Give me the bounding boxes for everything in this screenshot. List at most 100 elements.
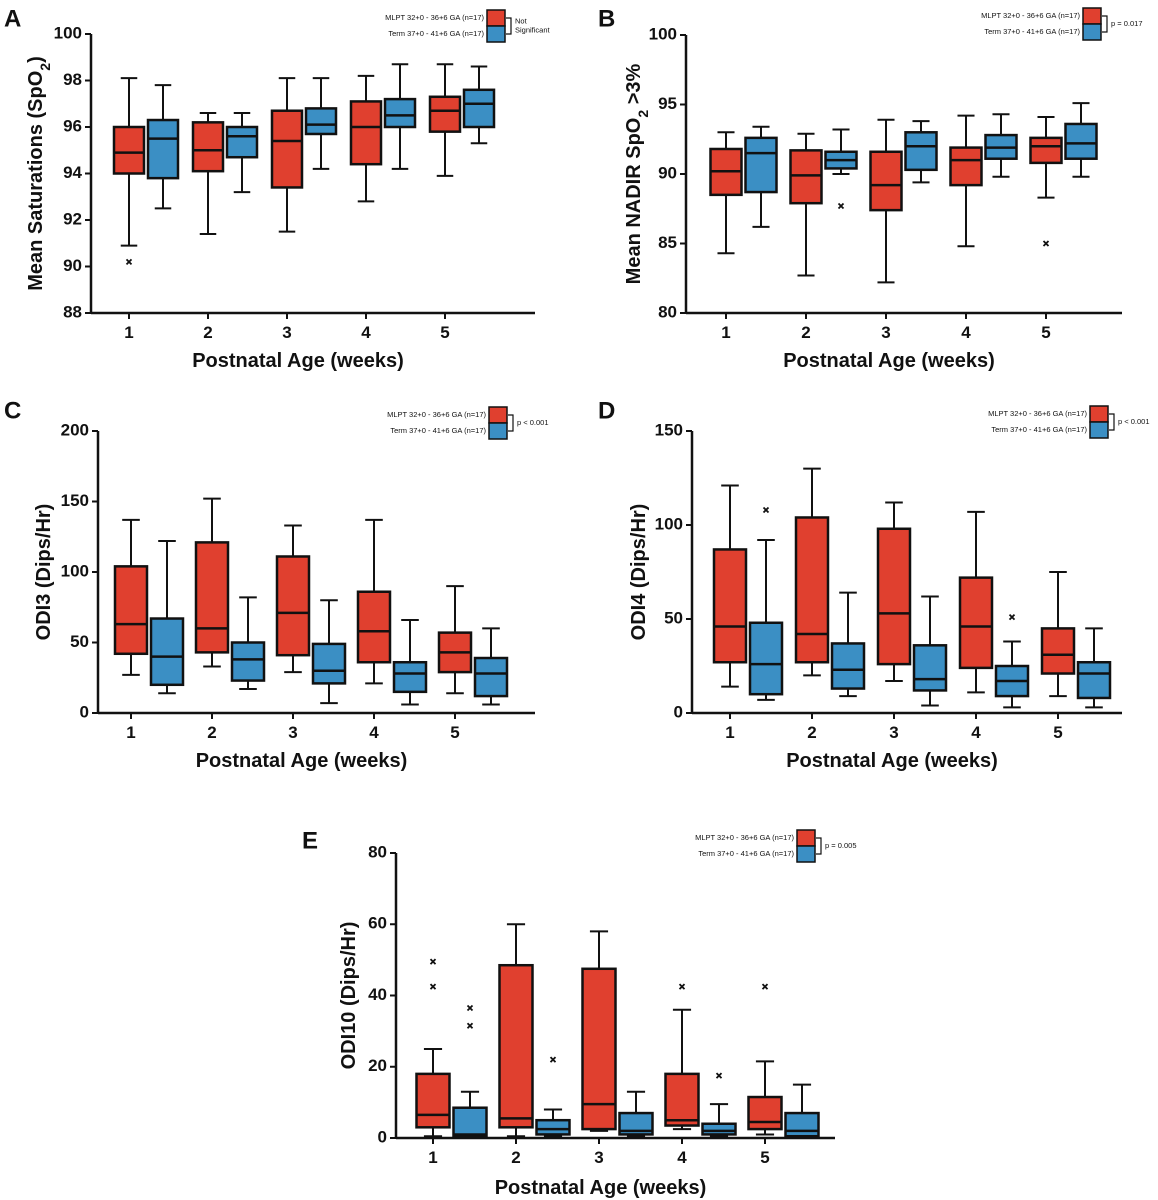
- box-term-week-2: [830, 591, 866, 698]
- box-mlpt-week-1: [415, 958, 451, 1138]
- legend-label-mlpt: MLPT 32+0 - 36+6 GA (n=17): [988, 409, 1087, 418]
- panel-b: B 80 85 90 95 100 1 2 3 4 5 Postnatal Age (weeks) Me…: [598, 5, 1143, 372]
- significance-label: p < 0.001: [1118, 417, 1150, 426]
- box: [112, 125, 146, 175]
- x-tick-label: 3: [282, 323, 291, 342]
- outlier-point: [762, 506, 770, 514]
- box: [304, 107, 338, 136]
- box-term-week-5: [784, 1083, 820, 1139]
- legend-label-mlpt: MLPT 32+0 - 36+6 GA (n=17): [981, 11, 1080, 20]
- legend-swatch-term: [486, 25, 506, 43]
- legend-label-term: Term 37+0 - 41+6 GA (n=17): [390, 426, 486, 435]
- x-axis-title: Postnatal Age (weeks): [192, 350, 404, 372]
- box-term-week-5: [1076, 627, 1112, 709]
- box: [904, 131, 938, 172]
- box: [535, 1118, 571, 1136]
- y-tick-label: 200: [61, 420, 89, 439]
- y-tick-label: 94: [63, 163, 82, 182]
- x-tick-label: 4: [677, 1148, 687, 1167]
- significance-label: p = 0.017: [1111, 19, 1143, 28]
- legend-label-term: Term 37+0 - 41+6 GA (n=17): [984, 27, 1080, 36]
- significance-bracket: [1102, 15, 1108, 33]
- y-tick-label: 60: [368, 914, 387, 933]
- box-mlpt-week-1: [712, 484, 748, 688]
- outlier-point: [837, 202, 845, 210]
- outlier-point: [549, 1056, 557, 1063]
- x-tick-label: 1: [721, 323, 730, 342]
- box-mlpt-week-3: [581, 930, 617, 1132]
- y-axis-title: Mean Saturations (SpO2): [25, 56, 53, 291]
- box: [349, 100, 383, 166]
- box-mlpt-week-1: [709, 131, 743, 255]
- significance-bracket: [816, 837, 822, 855]
- legend-label-term: Term 37+0 - 41+6 GA (n=17): [388, 29, 484, 38]
- box: [949, 146, 983, 187]
- significance-bracket: [506, 17, 512, 35]
- box-term-week-1: [146, 84, 180, 210]
- y-tick-label: 50: [70, 632, 89, 651]
- box: [392, 660, 428, 694]
- x-axis-title: Postnatal Age (weeks): [786, 750, 998, 772]
- panel-letter: B: [598, 5, 615, 32]
- y-tick-label: 0: [378, 1127, 387, 1146]
- box-term-week-5: [1064, 102, 1098, 178]
- box: [311, 642, 347, 685]
- box-term-week-3: [311, 599, 347, 705]
- box-mlpt-week-2: [191, 112, 225, 235]
- panel-a: A 88 90 92 94 96 98 100 1 2 3 4 5 Postnatal Age (week…: [4, 5, 551, 372]
- box: [270, 109, 304, 189]
- legend-swatch-term: [796, 845, 816, 863]
- box-term-week-3: [904, 120, 938, 184]
- y-tick-label: 95: [658, 94, 677, 113]
- box-mlpt-week-3: [869, 118, 903, 284]
- box-mlpt-week-5: [428, 63, 462, 177]
- box-term-week-1: [744, 125, 778, 228]
- legend-swatch-mlpt: [796, 829, 816, 847]
- panel-letter: E: [302, 827, 318, 854]
- outlier-point: [429, 958, 437, 965]
- legend-label-term: Term 37+0 - 41+6 GA (n=17): [991, 425, 1087, 434]
- box-term-week-4: [984, 113, 1018, 178]
- box-mlpt-week-5: [1029, 116, 1063, 247]
- x-axis-title: Postnatal Age (weeks): [495, 1177, 707, 1199]
- box-mlpt-week-4: [949, 114, 983, 248]
- box-mlpt-week-2: [194, 497, 230, 668]
- x-tick-label: 2: [801, 323, 810, 342]
- x-tick-label: 2: [207, 723, 216, 742]
- panel-c: C 0 50 100 150 200 1 2 3 4 5 Postnatal Age (weeks) O…: [4, 397, 549, 772]
- box-mlpt-week-5: [437, 585, 473, 695]
- outlier-point: [125, 258, 133, 265]
- outlier-point: [466, 1004, 474, 1012]
- panel-letter: C: [4, 397, 21, 424]
- box: [356, 590, 392, 664]
- box-term-week-5: [462, 65, 496, 145]
- significance-label: p = 0.005: [825, 841, 857, 850]
- significance-bracket: [508, 414, 514, 432]
- x-tick-label: 1: [124, 323, 133, 342]
- box: [146, 118, 180, 180]
- box-mlpt-week-5: [1040, 571, 1076, 698]
- box-mlpt-week-1: [112, 77, 146, 265]
- box: [830, 642, 866, 690]
- outlier-point: [678, 983, 686, 990]
- box-mlpt-week-4: [356, 518, 392, 685]
- box: [462, 88, 496, 129]
- box: [794, 516, 830, 664]
- x-tick-label: 1: [428, 1148, 437, 1167]
- box: [1064, 122, 1098, 160]
- box: [712, 548, 748, 664]
- y-tick-label: 96: [63, 116, 82, 135]
- x-tick-label: 5: [1041, 323, 1050, 342]
- legend-label-term: Term 37+0 - 41+6 GA (n=17): [698, 849, 794, 858]
- box: [912, 644, 948, 692]
- y-tick-label: 100: [649, 24, 677, 43]
- legend-label-mlpt: MLPT 32+0 - 36+6 GA (n=17): [387, 410, 486, 419]
- x-tick-label: 2: [203, 323, 212, 342]
- box-mlpt-week-3: [275, 524, 311, 674]
- legend: MLPT 32+0 - 36+6 GA (n=17) Term 37+0 - 41…: [387, 406, 549, 440]
- box-term-week-3: [618, 1090, 654, 1138]
- y-tick-label: 100: [655, 514, 683, 533]
- box: [784, 1111, 820, 1138]
- box: [191, 121, 225, 173]
- box-mlpt-week-1: [113, 518, 149, 676]
